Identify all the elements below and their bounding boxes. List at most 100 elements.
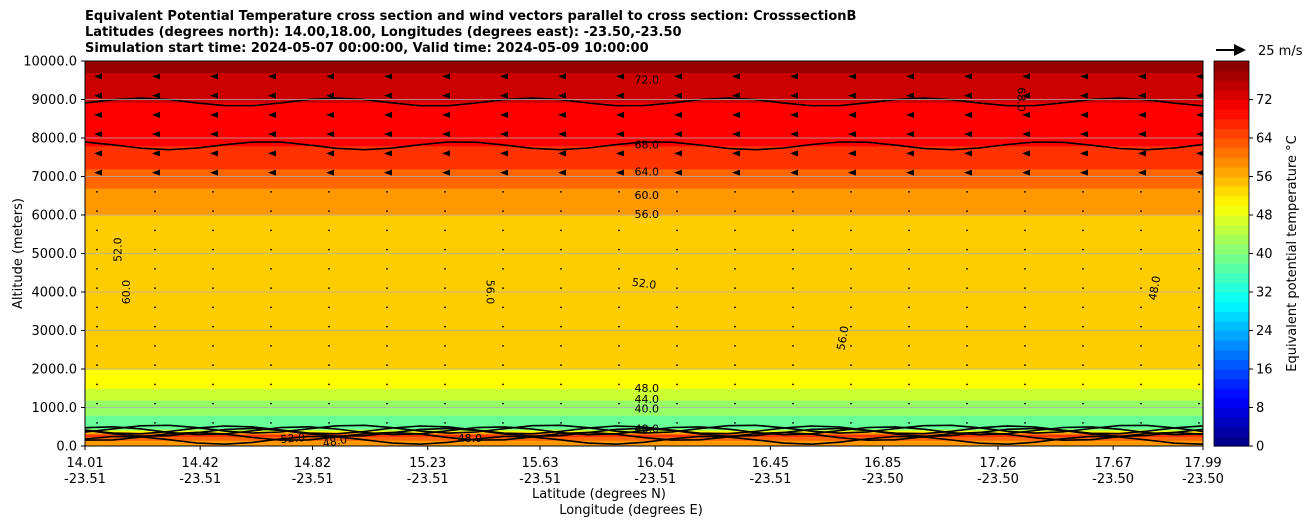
wind-vector <box>1082 287 1084 290</box>
colorbar-segment <box>1214 311 1249 322</box>
wind-vector <box>850 364 852 367</box>
wind-vector <box>152 111 160 118</box>
contour-line <box>85 431 1203 442</box>
wind-vector <box>964 111 972 118</box>
wind-vector <box>676 287 678 290</box>
field-band <box>85 204 1203 206</box>
x-tick-label-lon: -23.50 <box>1092 472 1134 487</box>
field-band <box>85 303 1203 306</box>
wind-vector <box>212 210 214 213</box>
field-band <box>85 186 1203 188</box>
field-band <box>85 84 1203 86</box>
field-band <box>85 424 1203 427</box>
wind-vector <box>966 248 968 251</box>
field-band <box>85 428 1203 431</box>
colorbar-segment <box>1214 234 1249 245</box>
field-band <box>85 197 1203 200</box>
wind-vector <box>1080 169 1088 176</box>
field-band <box>85 292 1203 294</box>
field-band <box>85 315 1203 317</box>
wind-vector <box>1022 73 1030 80</box>
wind-vector <box>966 191 968 193</box>
wind-vector <box>1198 229 1200 232</box>
field-band <box>85 394 1203 396</box>
field-band <box>85 379 1203 382</box>
wind-vector <box>442 169 450 176</box>
wind-vector <box>1140 345 1142 347</box>
x-tick-label-lat: 16.04 <box>637 456 674 471</box>
field-band <box>85 118 1203 121</box>
colorbar-segment <box>1214 272 1249 283</box>
field-band <box>85 377 1203 380</box>
wind-vector <box>328 268 330 270</box>
field-band <box>85 400 1203 403</box>
wind-vector <box>326 111 334 118</box>
field-band <box>85 81 1203 83</box>
wind-vector <box>1196 93 1203 99</box>
field-band <box>85 298 1203 301</box>
field-band <box>85 90 1203 93</box>
wind-vector <box>558 92 566 99</box>
wind-vector <box>270 325 272 328</box>
wind-vector <box>734 287 736 290</box>
colorbar-segment <box>1214 253 1249 264</box>
wind-vector <box>268 111 276 118</box>
wind-vector <box>618 422 620 424</box>
field-band <box>85 355 1203 358</box>
field-band <box>85 176 1203 179</box>
field-band <box>85 416 1203 418</box>
field-band <box>85 78 1203 80</box>
field-band <box>85 362 1203 364</box>
contour-label: 68.0 <box>635 139 660 152</box>
field-band <box>85 63 1203 66</box>
field-band <box>85 79 1203 81</box>
field-band <box>85 234 1203 236</box>
colorbar-segment <box>1214 80 1249 91</box>
wind-vector <box>1082 248 1084 251</box>
contour-label: 48.0 <box>1146 275 1163 301</box>
wind-vector <box>848 150 856 157</box>
wind-vector <box>734 229 736 232</box>
wind-vector <box>96 287 98 290</box>
field-band <box>85 254 1203 257</box>
field-band <box>85 265 1203 267</box>
wind-vector <box>1082 364 1084 367</box>
field-band <box>85 321 1203 324</box>
wind-vector <box>1022 150 1030 157</box>
wind-vector <box>1082 306 1084 309</box>
colorbar-segment <box>1214 349 1249 360</box>
wind-vector <box>326 92 334 99</box>
colorbar-segment <box>1214 388 1249 399</box>
x-tick-label-lon: -23.50 <box>862 472 904 487</box>
field-band <box>85 240 1203 243</box>
wind-vector <box>1198 383 1200 386</box>
wind-vector <box>848 111 856 118</box>
field-band <box>85 102 1203 104</box>
wind-vector <box>734 325 736 328</box>
colorbar-segment <box>1214 109 1249 120</box>
colorbar-segment <box>1214 243 1249 255</box>
wind-vector <box>850 306 852 309</box>
plot-area: 72.0 68.0 64.0 60.0 56.0 52.0 56.0 48.0 68.0 52.0… <box>85 60 1203 450</box>
wind-vector <box>270 210 272 213</box>
field-band <box>85 143 1203 146</box>
field-band <box>85 302 1203 305</box>
field-band <box>85 395 1203 398</box>
field-band <box>85 438 1203 440</box>
wind-vector <box>384 169 392 176</box>
contour-label: 60.0 <box>635 189 660 202</box>
x-tick-label-lat: 15.63 <box>521 456 558 471</box>
wind-vector <box>1082 422 1084 424</box>
wind-vector <box>1080 150 1088 157</box>
wind-vector <box>154 364 156 367</box>
field-band <box>85 89 1203 92</box>
field-band <box>85 365 1203 367</box>
field-band <box>85 207 1203 209</box>
field-band <box>85 231 1203 233</box>
field-band <box>85 373 1203 376</box>
field-band <box>85 314 1203 316</box>
field-band <box>85 334 1203 336</box>
wind-vector <box>328 345 330 347</box>
field-band <box>85 410 1203 412</box>
field-band <box>85 145 1203 148</box>
